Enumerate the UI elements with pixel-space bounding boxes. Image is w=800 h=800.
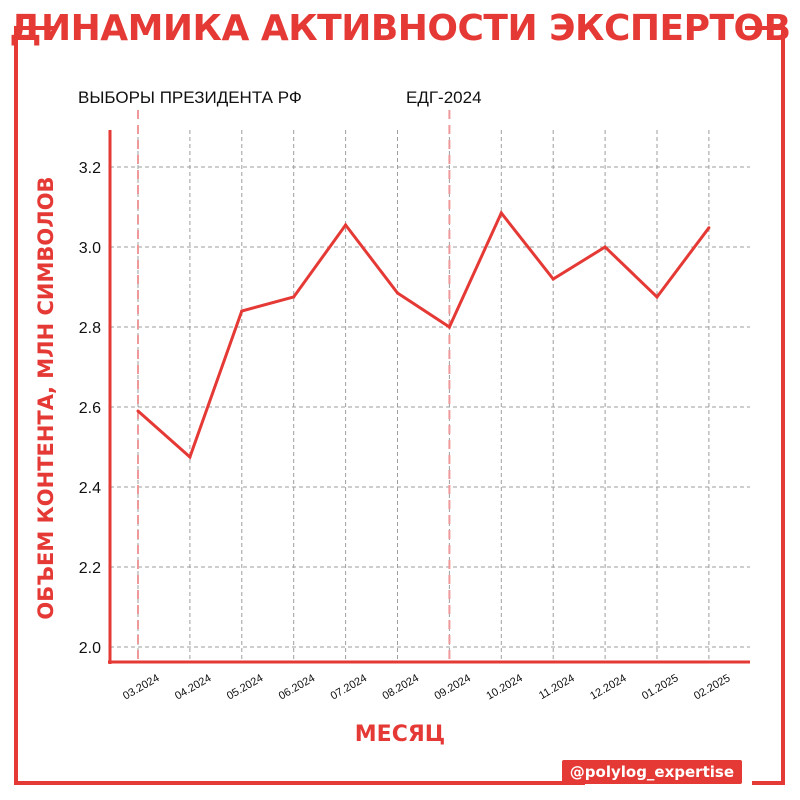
x-tick-label: 10.2024 [484, 672, 524, 702]
series-line [137, 210, 711, 460]
x-tick-label: 09.2024 [432, 672, 472, 702]
chart-title: ДИНАМИКА АКТИВНОСТИ ЭКСПЕРТОВ [9, 8, 791, 49]
x-tick-label: 11.2024 [537, 672, 577, 702]
data-point [240, 309, 244, 313]
data-point [344, 223, 348, 227]
x-tick-label: 12.2024 [588, 672, 628, 702]
x-tick-label: 01.2025 [640, 672, 680, 702]
data-point [292, 295, 296, 299]
x-tick-label: 02.2025 [692, 672, 732, 702]
data-point [603, 245, 607, 249]
y-tick-label: 2.4 [79, 480, 101, 497]
x-tick-label: 06.2024 [277, 672, 317, 702]
x-tick-label: 04.2024 [173, 672, 213, 702]
data-point [188, 455, 192, 459]
event-label-edg: ЕДГ-2024 [406, 88, 482, 107]
data-point [447, 325, 451, 329]
data-point [551, 277, 555, 281]
x-tick-label: 05.2024 [225, 672, 265, 702]
y-tick-label: 2.8 [79, 320, 101, 337]
data-point [707, 226, 711, 230]
data-point [499, 211, 503, 215]
x-tick-label: 07.2024 [329, 672, 369, 702]
author-handle: @polylog_expertise [561, 760, 742, 784]
y-tick-label: 3.0 [79, 240, 101, 257]
event-label-elections: ВЫБОРЫ ПРЕЗИДЕНТА РФ [78, 88, 302, 107]
data-point [655, 295, 659, 299]
y-tick-label: 2.2 [79, 560, 101, 577]
x-tick-label: 03.2024 [121, 672, 161, 702]
y-tick-label: 2.0 [79, 640, 101, 657]
y-tick-label: 3.2 [79, 160, 101, 177]
x-axis-label: МЕСЯЦ [354, 722, 446, 747]
y-axis-label: ОБЪЕМ КОНТЕНТА, МЛН СИМВОЛОВ [34, 176, 58, 620]
data-point [396, 291, 399, 295]
y-tick-label: 2.6 [79, 400, 101, 417]
data-point [136, 409, 140, 413]
x-tick-label: 08.2024 [381, 672, 421, 702]
